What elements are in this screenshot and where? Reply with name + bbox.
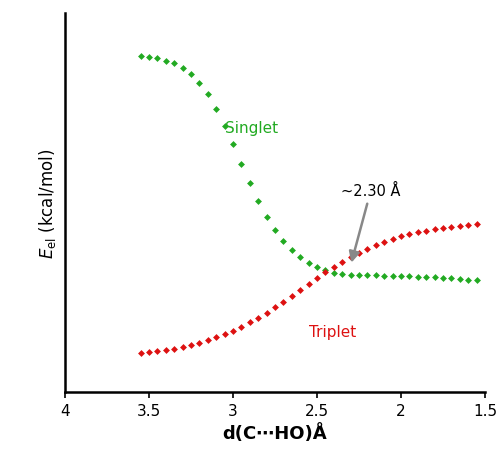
Text: Singlet: Singlet	[224, 120, 278, 135]
Y-axis label: $\mathit{E}_{\mathrm{el}}$ (kcal/mol): $\mathit{E}_{\mathrm{el}}$ (kcal/mol)	[37, 148, 58, 258]
X-axis label: d(C⋯HO)Å: d(C⋯HO)Å	[222, 423, 328, 442]
Text: Triplet: Triplet	[308, 324, 356, 339]
Text: ~2.30 Å: ~2.30 Å	[341, 184, 400, 261]
